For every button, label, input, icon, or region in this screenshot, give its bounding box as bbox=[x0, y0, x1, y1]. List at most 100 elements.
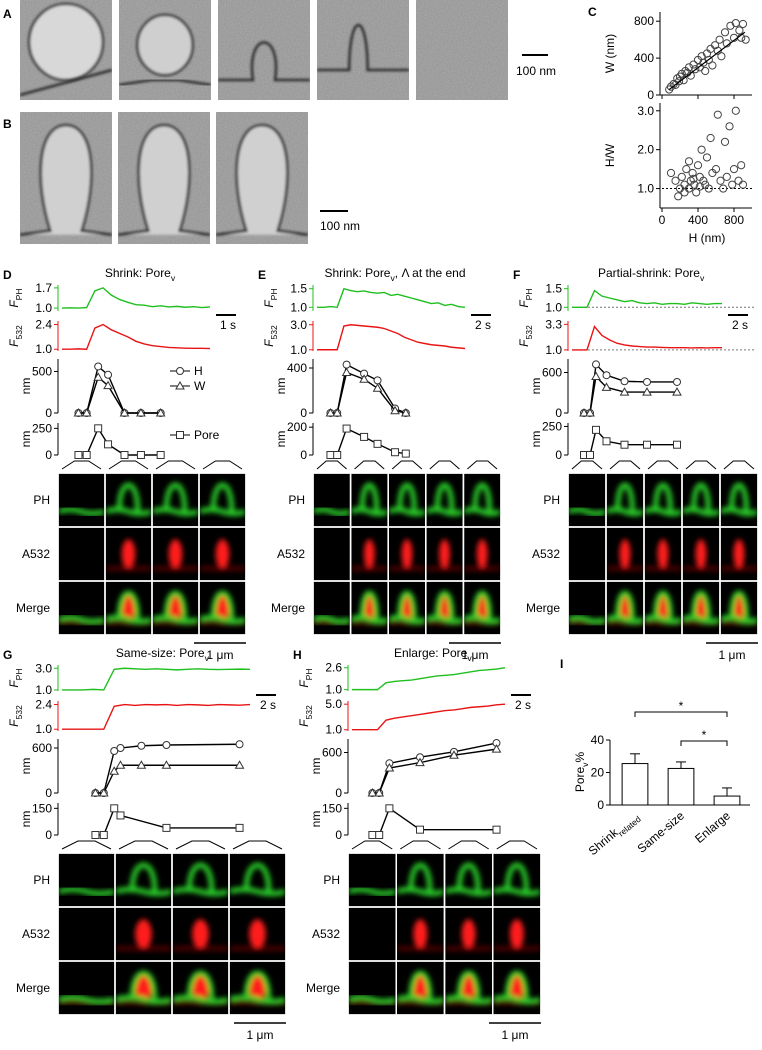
image-bg bbox=[58, 853, 115, 907]
y-tick-label: 40 bbox=[591, 733, 605, 747]
point bbox=[716, 176, 725, 185]
panel-title: Shrink: Porev bbox=[105, 266, 176, 283]
membrane bbox=[20, 68, 112, 97]
y-tick-label: 1.0 bbox=[545, 300, 562, 314]
green-membrane bbox=[313, 615, 350, 625]
trace-label-part: 532 bbox=[14, 325, 24, 340]
green-omega bbox=[456, 970, 481, 1000]
green-membrane bbox=[682, 507, 720, 517]
y-axis-label-part: v bbox=[580, 762, 590, 767]
marker-square bbox=[94, 424, 103, 433]
image-cell bbox=[682, 473, 720, 527]
y-tick-label: 250 bbox=[32, 421, 52, 435]
point bbox=[720, 137, 730, 146]
image-cell bbox=[682, 581, 720, 635]
image-cell bbox=[682, 527, 720, 581]
image-cell bbox=[644, 473, 682, 527]
green-membrane bbox=[426, 615, 463, 625]
micrograph bbox=[218, 0, 310, 100]
marker-square bbox=[373, 439, 382, 448]
red-spot bbox=[192, 919, 209, 949]
panel-title-part: v bbox=[171, 273, 176, 283]
y-tick-label: 1.0 bbox=[35, 722, 52, 736]
image-signal bbox=[58, 887, 115, 897]
marker-circle bbox=[373, 376, 382, 385]
y-tick-label: 1.5 bbox=[290, 282, 307, 296]
green-membrane bbox=[105, 507, 152, 517]
green-membrane bbox=[388, 615, 426, 625]
x-tick-label-part: Enlarge bbox=[692, 808, 733, 846]
image-signal bbox=[58, 995, 115, 1006]
marker-square bbox=[104, 440, 113, 449]
image-signal bbox=[388, 539, 426, 572]
y-axis-label: nm bbox=[309, 811, 323, 828]
image-cell bbox=[720, 527, 758, 581]
bar bbox=[713, 795, 741, 806]
image-signal bbox=[445, 919, 492, 952]
image-bg bbox=[105, 473, 152, 527]
image-bg bbox=[152, 473, 199, 527]
row-label: PH bbox=[288, 493, 305, 507]
image-cell bbox=[199, 527, 246, 581]
marker-square bbox=[74, 451, 83, 459]
image-signal bbox=[644, 590, 682, 626]
green-membrane bbox=[606, 615, 644, 625]
image-cell bbox=[172, 907, 229, 961]
image-bg bbox=[199, 473, 246, 527]
panel-title-part: v bbox=[700, 273, 705, 283]
y-tick-label: 0 bbox=[45, 448, 52, 462]
scale-bar-label: 1 μm bbox=[207, 648, 234, 662]
red-spot bbox=[135, 973, 152, 1003]
red-spot bbox=[619, 539, 631, 569]
point bbox=[693, 161, 703, 170]
marker-square bbox=[416, 825, 424, 834]
y-tick-label: 0 bbox=[300, 406, 307, 420]
green-omega bbox=[691, 482, 711, 512]
image-signal bbox=[229, 919, 286, 952]
image-signal bbox=[351, 539, 388, 572]
marker-triangle bbox=[619, 387, 630, 396]
image-bg bbox=[348, 961, 396, 1015]
image-signal bbox=[644, 482, 682, 517]
marker-square bbox=[156, 451, 165, 459]
image-signal bbox=[351, 482, 388, 517]
trace-label-part: 532 bbox=[14, 705, 24, 720]
red-spot bbox=[695, 593, 707, 623]
point bbox=[708, 61, 717, 70]
marker-triangle bbox=[400, 407, 411, 417]
y-axis-label: nm bbox=[529, 431, 543, 448]
point bbox=[666, 82, 676, 91]
red-spot bbox=[476, 539, 488, 569]
marker-triangle bbox=[136, 760, 147, 769]
image-bg bbox=[313, 581, 350, 635]
image-cell bbox=[568, 473, 606, 527]
marker-triangle bbox=[73, 407, 84, 417]
green-membrane bbox=[644, 615, 682, 625]
marker-triangle bbox=[81, 407, 92, 417]
point bbox=[725, 122, 734, 131]
image-signal bbox=[58, 507, 105, 517]
image-signal bbox=[493, 862, 541, 897]
green-omega bbox=[163, 482, 188, 512]
marker-square bbox=[368, 831, 377, 839]
y-tick-label: 0 bbox=[335, 786, 342, 800]
trace-label-part: PH bbox=[14, 288, 24, 300]
panel-title-part: Partial-shrink: Pore bbox=[598, 266, 700, 280]
trace bbox=[62, 703, 251, 730]
point bbox=[729, 165, 739, 174]
connector bbox=[609, 460, 641, 470]
fit-line bbox=[668, 31, 746, 90]
trace-label-part: F bbox=[297, 719, 311, 727]
red-spot bbox=[461, 919, 476, 949]
panel-label: G bbox=[3, 648, 12, 662]
marker-triangle bbox=[591, 371, 601, 381]
significance-bracket bbox=[634, 711, 728, 717]
image-signal bbox=[426, 539, 463, 572]
panel-title-part: Enlarge: Pore bbox=[394, 646, 468, 660]
red-spot bbox=[413, 973, 428, 1003]
trace-label: F532 bbox=[517, 325, 534, 347]
y-axis-label: Porev% bbox=[573, 752, 590, 793]
red-spot bbox=[215, 593, 230, 623]
image-cell bbox=[58, 527, 105, 581]
image-cell bbox=[172, 853, 229, 907]
